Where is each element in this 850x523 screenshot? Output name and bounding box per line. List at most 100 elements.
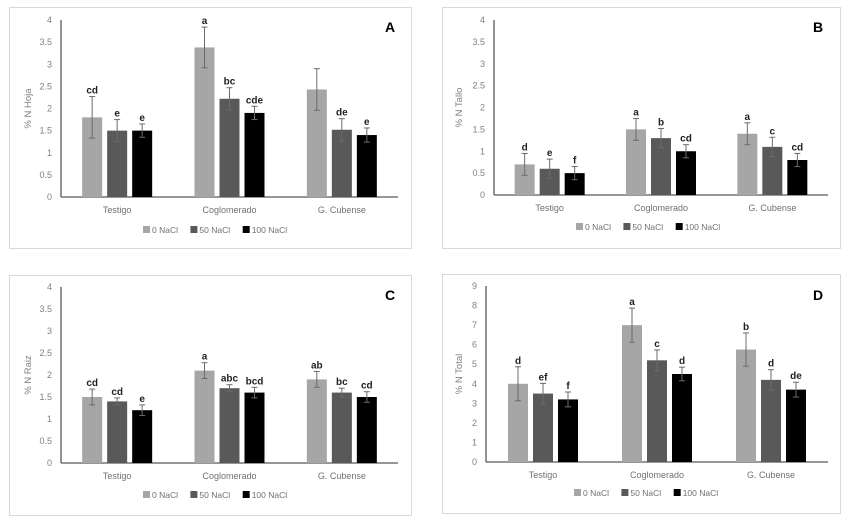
chart-d-legend-label: 0 NaCl	[583, 488, 609, 498]
chart-d-ytick-label: 7	[472, 320, 477, 330]
chart-b-legend-label: 100 NaCl	[685, 222, 721, 232]
chart-b-category-label: Testigo	[535, 203, 564, 213]
chart-a-significance-label: e	[139, 113, 145, 124]
chart-a-category-label: Testigo	[103, 205, 132, 215]
chart-c-legend-label: 0 NaCl	[152, 490, 178, 500]
chart-b-ytick-label: 0	[480, 190, 485, 200]
chart-c-significance-label: e	[139, 394, 145, 405]
chart-a-ytick-label: 0	[47, 192, 52, 202]
chart-b-significance-label: cd	[791, 142, 803, 153]
chart-b-ytick-label: 4	[480, 15, 485, 25]
chart-d-ytick-label: 2	[472, 418, 477, 428]
chart-d-significance-label: de	[790, 371, 802, 382]
chart-b-legend-swatch	[623, 223, 631, 230]
chart-c-significance-label: bcd	[246, 376, 264, 387]
chart-a-bar	[82, 117, 103, 197]
chart-a-bar	[194, 47, 215, 198]
chart-b-significance-label: a	[745, 112, 751, 123]
chart-c-significance-label: cd	[86, 378, 98, 389]
chart-c-legend-swatch	[190, 491, 198, 498]
chart-a-bar	[107, 130, 128, 197]
chart-a-panel-tag: A	[385, 19, 395, 35]
chart-d-bar	[508, 383, 528, 462]
chart-b-ytick-label: 1	[480, 146, 485, 156]
chart-b-ytick-label: 3.5	[472, 37, 485, 47]
chart-a-bar	[132, 130, 153, 197]
chart-a-significance-label: cde	[246, 95, 264, 106]
chart-d-significance-label: ef	[539, 372, 549, 383]
chart-d-significance-label: b	[743, 322, 749, 333]
chart-c-ytick-label: 3	[47, 326, 52, 336]
chart-c-ytick-label: 1.5	[39, 392, 52, 402]
chart-c-bar	[331, 392, 352, 463]
chart-c-legend-swatch	[143, 491, 150, 498]
chart-c-bar	[194, 370, 215, 463]
chart-b-significance-label: c	[770, 126, 776, 137]
chart-a-significance-label: cd	[86, 86, 98, 97]
chart-b-significance-label: cd	[680, 134, 692, 145]
chart-a-ytick-label: 3	[47, 59, 52, 69]
chart-c-ytick-label: 3.5	[39, 304, 52, 314]
chart-b-legend-swatch	[675, 223, 683, 230]
chart-b-ytick-label: 0.5	[472, 168, 485, 178]
chart-b-ytick-label: 2.5	[472, 81, 485, 91]
chart-a-legend-label: 50 NaCl	[199, 225, 230, 235]
chart-d-y-axis-label: % N Total	[454, 354, 465, 394]
chart-c-bar	[306, 379, 327, 463]
chart-c-category-label: Coglomerado	[202, 471, 256, 481]
chart-c-significance-label: ab	[311, 360, 323, 371]
chart-a-significance-label: e	[364, 117, 370, 128]
chart-d-category-label: G. Cubense	[747, 470, 795, 480]
chart-a-category-label: G. Cubense	[318, 205, 366, 215]
chart-d-ytick-label: 9	[472, 281, 477, 291]
chart-d-ytick-label: 4	[472, 379, 477, 389]
chart-a-bar	[331, 129, 352, 197]
chart-a-bar	[306, 89, 327, 197]
chart-d-ytick-label: 8	[472, 301, 477, 311]
chart-b-ytick-label: 1.5	[472, 124, 485, 134]
chart-c-ytick-label: 2.5	[39, 348, 52, 358]
chart-d-significance-label: d	[515, 356, 521, 367]
chart-b-legend-label: 50 NaCl	[632, 222, 663, 232]
chart-b-ytick-label: 3	[480, 59, 485, 69]
chart-d-legend-swatch	[574, 489, 581, 496]
chart-d-significance-label: f	[566, 381, 570, 392]
chart-d-significance-label: d	[768, 359, 774, 370]
chart-d-legend-swatch	[621, 489, 629, 496]
chart-d-category-label: Coglomerado	[630, 470, 684, 480]
chart-a-ytick-label: 1	[47, 148, 52, 158]
chart-c-bar	[219, 388, 240, 463]
chart-b-bar	[787, 160, 808, 195]
chart-c-legend-swatch	[242, 491, 250, 498]
chart-d-ytick-label: 3	[472, 398, 477, 408]
chart-c-bar	[356, 397, 377, 463]
chart-d-bar	[647, 360, 667, 462]
chart-b-bar	[626, 129, 646, 195]
chart-d-legend-swatch	[673, 489, 681, 496]
chart-b-category-label: G. Cubense	[748, 203, 796, 213]
chart-b-bar	[737, 133, 758, 195]
chart-c-significance-label: a	[202, 352, 208, 363]
chart-a-legend-label: 100 NaCl	[252, 225, 288, 235]
chart-b-bar	[564, 173, 585, 195]
chart-a-significance-label: bc	[224, 77, 236, 88]
chart-c-legend-label: 100 NaCl	[252, 490, 288, 500]
chart-b-bar	[651, 138, 671, 195]
chart-a-ytick-label: 0.5	[39, 170, 52, 180]
chart-c-category-label: Testigo	[103, 471, 132, 481]
chart-d-significance-label: a	[629, 297, 635, 308]
chart-d-bar	[622, 325, 642, 462]
chart-a-ytick-label: 1.5	[39, 126, 52, 136]
chart-d-ytick-label: 0	[472, 457, 477, 467]
chart-b-significance-label: e	[547, 148, 553, 159]
chart-c-ytick-label: 1	[47, 414, 52, 424]
chart-d-legend-label: 50 NaCl	[630, 488, 661, 498]
chart-c-category-label: G. Cubense	[318, 471, 366, 481]
chart-b-bar	[676, 151, 696, 195]
chart-c-ytick-label: 2	[47, 370, 52, 380]
chart-a-bar	[219, 98, 240, 197]
chart-b-bar	[762, 146, 783, 195]
chart-c-bar	[82, 397, 103, 463]
chart-d-bar	[736, 349, 756, 462]
